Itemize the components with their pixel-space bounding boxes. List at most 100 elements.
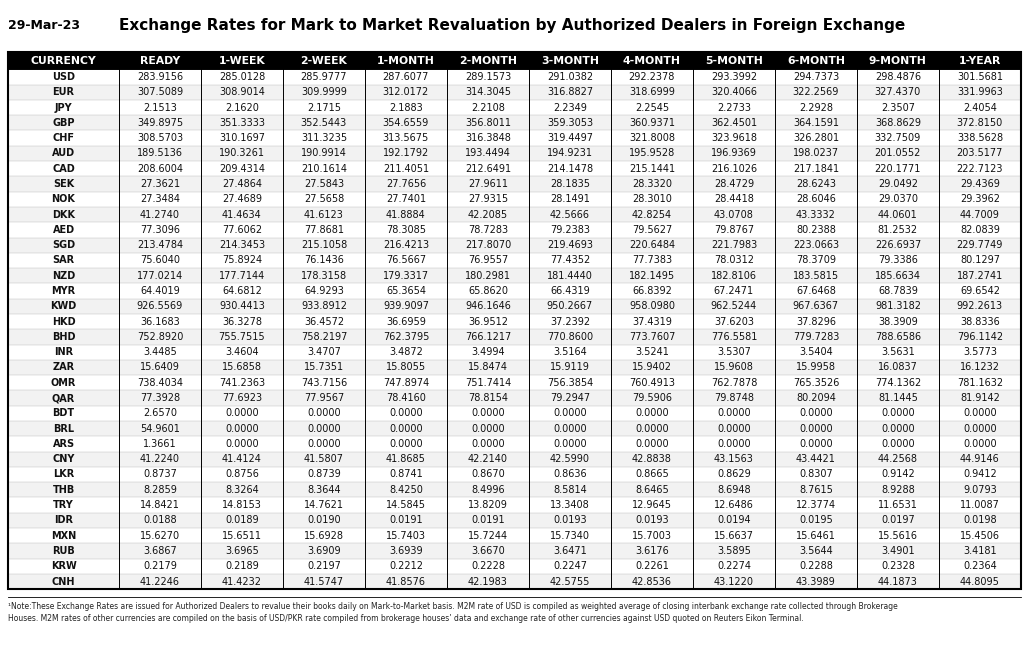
Text: OMR: OMR: [51, 378, 76, 388]
Text: 3.5164: 3.5164: [553, 347, 587, 357]
Text: CHF: CHF: [52, 133, 75, 143]
Text: 0.0000: 0.0000: [635, 439, 669, 449]
Text: 78.0312: 78.0312: [714, 255, 754, 266]
Text: 0.0000: 0.0000: [307, 408, 341, 419]
Text: 229.7749: 229.7749: [956, 240, 1004, 250]
Text: 14.7621: 14.7621: [304, 500, 344, 510]
Text: 222.7123: 222.7123: [956, 163, 1004, 174]
Text: 64.6812: 64.6812: [222, 286, 262, 296]
Text: 220.6484: 220.6484: [629, 240, 675, 250]
Text: 177.0214: 177.0214: [137, 271, 183, 281]
Text: SEK: SEK: [53, 179, 74, 189]
Text: 28.3010: 28.3010: [632, 194, 672, 204]
Text: 779.7283: 779.7283: [793, 332, 839, 342]
Text: 79.2383: 79.2383: [550, 225, 590, 235]
Text: 289.1573: 289.1573: [465, 72, 511, 82]
Text: 77.8681: 77.8681: [304, 225, 344, 235]
Text: 3.6176: 3.6176: [635, 546, 669, 556]
Text: 8.3264: 8.3264: [225, 484, 259, 495]
Text: 0.0000: 0.0000: [964, 424, 996, 433]
Text: 67.2471: 67.2471: [714, 286, 754, 296]
Text: 66.8392: 66.8392: [632, 286, 672, 296]
Text: 8.4996: 8.4996: [471, 484, 505, 495]
Text: 773.7607: 773.7607: [629, 332, 675, 342]
Text: 16.0837: 16.0837: [878, 362, 918, 373]
Text: 29-Mar-23: 29-Mar-23: [8, 19, 80, 32]
Text: 28.1835: 28.1835: [550, 179, 590, 189]
Text: THB: THB: [52, 484, 75, 495]
Text: 28.4729: 28.4729: [714, 179, 754, 189]
Text: 13.8209: 13.8209: [468, 500, 508, 510]
Text: 181.4440: 181.4440: [547, 271, 593, 281]
Text: 42.5990: 42.5990: [550, 454, 590, 464]
Text: 0.2261: 0.2261: [635, 561, 669, 571]
Text: 332.7509: 332.7509: [874, 133, 921, 143]
Text: 0.0000: 0.0000: [881, 424, 914, 433]
Text: 0.0190: 0.0190: [307, 516, 341, 525]
Text: 2.2733: 2.2733: [717, 103, 751, 112]
Text: 0.8636: 0.8636: [553, 470, 587, 479]
Text: READY: READY: [139, 56, 180, 65]
Text: 359.3053: 359.3053: [547, 118, 593, 128]
Text: 78.3709: 78.3709: [796, 255, 836, 266]
Text: 3.4901: 3.4901: [881, 546, 914, 556]
Text: 738.4034: 738.4034: [137, 378, 183, 388]
Text: DKK: DKK: [52, 209, 75, 220]
Text: 187.2741: 187.2741: [956, 271, 1004, 281]
Text: 41.5747: 41.5747: [304, 576, 344, 587]
Text: 11.0087: 11.0087: [959, 500, 999, 510]
Text: 0.9412: 0.9412: [963, 470, 996, 479]
Text: MXN: MXN: [51, 530, 76, 541]
Text: 80.1297: 80.1297: [959, 255, 999, 266]
Text: 8.6948: 8.6948: [717, 484, 751, 495]
Text: 349.8975: 349.8975: [137, 118, 183, 128]
Text: 15.4506: 15.4506: [959, 530, 999, 541]
Text: 319.4497: 319.4497: [547, 133, 593, 143]
Text: 27.3484: 27.3484: [140, 194, 180, 204]
Text: 0.0000: 0.0000: [717, 424, 751, 433]
Text: 3.5895: 3.5895: [717, 546, 751, 556]
Text: 219.4693: 219.4693: [547, 240, 593, 250]
Text: SGD: SGD: [52, 240, 75, 250]
Text: 2.6570: 2.6570: [143, 408, 177, 419]
Text: 42.8838: 42.8838: [632, 454, 672, 464]
Text: 208.6004: 208.6004: [137, 163, 183, 174]
Text: 3-MONTH: 3-MONTH: [541, 56, 599, 65]
Text: 11.6531: 11.6531: [878, 500, 918, 510]
Text: 64.4019: 64.4019: [140, 286, 180, 296]
Text: 38.8336: 38.8336: [961, 317, 999, 327]
Text: 0.0000: 0.0000: [635, 408, 669, 419]
Text: 762.7878: 762.7878: [711, 378, 757, 388]
Text: 770.8600: 770.8600: [547, 332, 593, 342]
Text: 0.0000: 0.0000: [717, 439, 751, 449]
Text: 3.5644: 3.5644: [799, 546, 833, 556]
Text: 223.0663: 223.0663: [793, 240, 839, 250]
Text: 41.2740: 41.2740: [140, 209, 180, 220]
Text: AUD: AUD: [52, 149, 75, 158]
Text: 6-MONTH: 6-MONTH: [786, 56, 845, 65]
Text: 758.2197: 758.2197: [301, 332, 347, 342]
Text: ¹Note:These Exchange Rates are issued for Authorized Dealers to revalue their bo: ¹Note:These Exchange Rates are issued fo…: [8, 602, 898, 611]
Text: 0.0191: 0.0191: [389, 516, 423, 525]
Text: 0.0191: 0.0191: [471, 516, 505, 525]
Text: 0.2212: 0.2212: [389, 561, 423, 571]
Text: 214.1478: 214.1478: [547, 163, 593, 174]
Text: 326.2801: 326.2801: [793, 133, 839, 143]
Bar: [8, 360, 1021, 375]
Text: 36.1683: 36.1683: [140, 317, 180, 327]
Text: 307.5089: 307.5089: [137, 87, 183, 98]
Text: 3.4181: 3.4181: [964, 546, 996, 556]
Text: 37.8296: 37.8296: [796, 317, 836, 327]
Bar: [8, 497, 1021, 513]
Text: 0.8307: 0.8307: [799, 470, 833, 479]
Text: 3.4994: 3.4994: [471, 347, 505, 357]
Text: 77.3928: 77.3928: [140, 393, 180, 403]
Text: 78.3085: 78.3085: [386, 225, 426, 235]
Text: 0.2189: 0.2189: [225, 561, 259, 571]
Text: KWD: KWD: [50, 301, 77, 311]
Text: EUR: EUR: [52, 87, 75, 98]
Bar: [8, 100, 1021, 115]
Text: 28.1491: 28.1491: [550, 194, 590, 204]
Text: 43.3332: 43.3332: [796, 209, 836, 220]
Bar: [8, 130, 1021, 146]
